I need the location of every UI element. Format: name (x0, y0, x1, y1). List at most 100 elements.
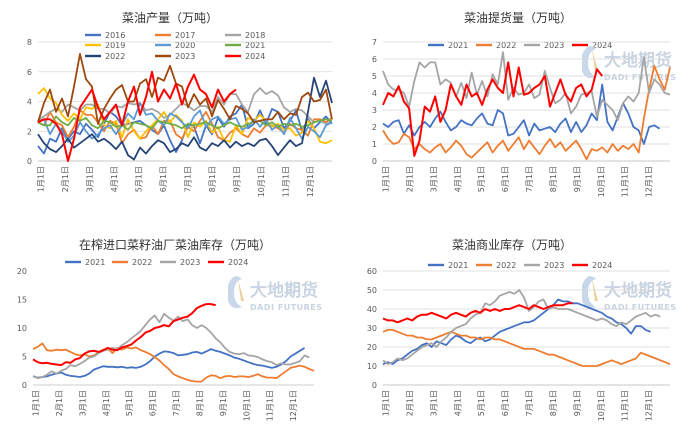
series-group (382, 51, 671, 161)
watermark-text-cn: 大地期货 (604, 280, 672, 301)
y-tick-label: 15 (17, 296, 27, 305)
y-tick-label: 10 (17, 324, 27, 333)
legend-label: 2023 (175, 52, 195, 61)
x-tick-label: 2月1日 (405, 390, 414, 416)
x-tick-label: 6月1日 (159, 166, 168, 192)
y-tick-label: 60 (367, 267, 377, 276)
x-tick-label: 4月1日 (102, 390, 111, 416)
x-tick-label: 1月1日 (382, 166, 391, 192)
series-line-2022 (382, 328, 671, 367)
series-line-2021 (382, 83, 661, 145)
watermark: 大地期货 DADI FUTURES (582, 276, 676, 312)
legend: 2016 2017 2018 2019 2020 2021 2022 2023 2024 (85, 31, 265, 61)
series-line-2022 (382, 64, 671, 161)
x-tick-label: 3月1日 (429, 166, 438, 192)
series-line-2021 (37, 115, 333, 131)
y-tick-label: 0 (22, 381, 27, 390)
x-tick-label: 7月1日 (525, 390, 534, 416)
x-tick-label: 12月1日 (306, 166, 315, 197)
y-axis: 0 1 2 3 4 5 6 7 (372, 38, 377, 166)
chart-title: 菜油产量（万吨） (122, 11, 218, 25)
y-tick-label: 4 (27, 98, 32, 107)
x-tick-label: 6月1日 (149, 390, 158, 416)
y-tick-label: 0 (372, 157, 377, 166)
legend-label: 2023 (544, 41, 564, 50)
watermark-text-cn: 大地期货 (250, 280, 318, 301)
x-tick-label: 3月1日 (78, 390, 87, 416)
chart-panel-mill-inventory: 在榨进口菜籽油厂菜油库存（万吨） 2021 2022 2023 2024 大地期货 DA… (17, 237, 323, 421)
chart-title: 菜油提货量（万吨） (464, 10, 572, 25)
legend-label: 2023 (180, 258, 200, 267)
legend-label: 2021 (448, 41, 468, 50)
y-tick-label: 5 (22, 353, 27, 362)
x-tick-label: 8月1日 (549, 390, 558, 416)
legend-label: 2017 (175, 31, 195, 40)
watermark-logo-accent (592, 49, 598, 71)
series-line-2024 (382, 302, 573, 324)
legend-label: 2024 (245, 52, 265, 61)
x-tick-label: 2月1日 (55, 390, 64, 416)
chart-title: 菜油商业库存（万吨） (452, 237, 572, 252)
series-line-2019 (37, 87, 333, 145)
series-line-2024 (32, 303, 216, 367)
x-tick-label: 4月1日 (110, 166, 119, 192)
x-tick-label: 8月1日 (195, 390, 204, 416)
series-line-2023 (382, 51, 671, 122)
x-tick-label: 5月1日 (125, 390, 134, 416)
x-tick-label: 11月1日 (282, 166, 291, 197)
watermark-text-en: DADI FUTURES (250, 303, 323, 312)
x-tick-label: 3月1日 (86, 166, 95, 192)
series-group (37, 53, 333, 162)
x-tick-label: 10月1日 (597, 166, 606, 197)
y-axis: 0 2 4 6 8 (27, 38, 32, 166)
legend-label: 2021 (448, 261, 468, 270)
legend-label: 2016 (105, 31, 125, 40)
y-axis: 0 10 20 30 40 50 60 (367, 267, 377, 390)
watermark-logo-icon (228, 276, 242, 309)
y-tick-label: 6 (372, 55, 377, 64)
x-tick-label: 12月1日 (645, 390, 654, 421)
x-tick-label: 10月1日 (597, 390, 606, 421)
x-tick-label: 12月1日 (289, 390, 298, 421)
legend-label: 2021 (245, 41, 265, 50)
x-tick-label: 8月1日 (208, 166, 217, 192)
x-tick-label: 6月1日 (501, 390, 510, 416)
legend-label: 2024 (228, 258, 248, 267)
y-tick-label: 4 (372, 89, 377, 98)
series-line-2024 (382, 61, 603, 157)
series-line-2022 (37, 76, 333, 161)
x-tick-label: 4月1日 (453, 390, 462, 416)
y-tick-label: 10 (367, 362, 377, 371)
x-axis: 1月1日 2月1日 3月1日 4月1日 5月1日 6月1日 7月1日 8月1日 9月1日 10月1… (382, 384, 670, 421)
series-line-2023 (32, 312, 310, 380)
series-line-2024 (37, 70, 237, 162)
x-tick-label: 9月1日 (573, 390, 582, 416)
x-tick-label: 10月1日 (242, 390, 251, 421)
y-tick-label: 7 (372, 38, 377, 47)
x-axis: 1月1日 2月1日 3月1日 4月1日 5月1日 6月1日 7月1日 8月1日 9月1日 10月1… (37, 160, 332, 197)
watermark: 大地期货 DADI FUTURES (582, 46, 677, 82)
legend-label: 2018 (245, 31, 265, 40)
series-line-2021 (32, 347, 306, 379)
chart-panel-pickup: 菜油提货量（万吨） 2021 2022 2023 2024 大地期货 DADI FUTU… (372, 10, 677, 197)
watermark-text-cn: 大地期货 (604, 50, 672, 71)
legend-label: 2022 (105, 52, 125, 61)
y-tick-label: 50 (367, 286, 377, 295)
x-tick-label: 6月1日 (501, 166, 510, 192)
x-tick-label: 12月1日 (645, 166, 654, 197)
x-tick-label: 5月1日 (135, 166, 144, 192)
x-axis: 1月1日 2月1日 3月1日 4月1日 5月1日 6月1日 7月1日 8月1日 9月1日 10月1… (382, 160, 670, 197)
legend-label: 2022 (132, 258, 152, 267)
watermark: 大地期货 DADI FUTURES (228, 276, 323, 312)
y-axis: 0 5 10 15 20 (17, 267, 27, 390)
x-tick-label: 2月1日 (405, 166, 414, 192)
legend-label: 2022 (496, 261, 516, 270)
x-tick-label: 3月1日 (429, 390, 438, 416)
watermark-text-en: DADI FUTURES (604, 73, 677, 82)
series-line-2023 (382, 289, 661, 366)
y-tick-label: 20 (367, 343, 377, 352)
chart-panel-commercial-inventory: 菜油商业库存（万吨） 2021 2022 2023 2024 大地期货 DADI FUT… (367, 237, 676, 421)
x-tick-label: 11月1日 (621, 166, 630, 197)
y-tick-label: 2 (27, 127, 32, 136)
legend-label: 2022 (496, 41, 516, 50)
